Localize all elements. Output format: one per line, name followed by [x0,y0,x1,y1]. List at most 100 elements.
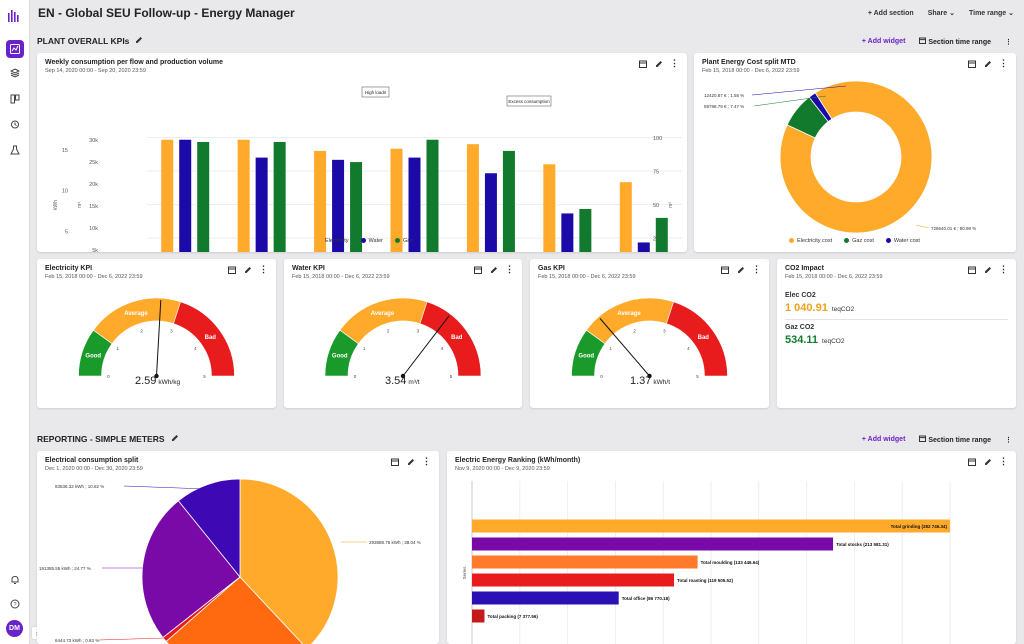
calendar-icon[interactable] [638,59,647,68]
calendar-icon[interactable] [967,457,976,466]
electrical-split-widget: Electrical consumption split Dec 1, 2020… [37,451,439,644]
add-section-button[interactable]: + Add section [867,9,914,17]
alarm-clock-nav-icon[interactable] [6,115,24,133]
add-widget-button[interactable]: + Add widget [861,38,906,45]
bar-water [179,139,192,252]
elec-co2-label: Elec CO2 [785,292,816,299]
edit-pencil-icon[interactable] [983,265,992,274]
chart-legend: Electricity Water Gaz [317,238,413,244]
edit-pencil-icon[interactable] [489,265,498,274]
edit-pencil-icon[interactable] [654,59,663,68]
bar-label: Total roasting (119 505.52) [677,578,733,583]
gauge-tick-label: 2 [140,328,143,333]
bar-electricity [466,144,479,252]
y-tick-label: 5 [65,229,68,235]
bar-electricity [237,139,250,252]
gauge-tick-label: 0 [107,374,110,379]
help-icon[interactable]: ? [6,595,24,613]
bar-gaz [273,141,286,252]
more-options-icon[interactable]: ⋮ [999,264,1008,274]
bar-label: Total moulding (133 446.64) [701,560,760,565]
more-options-icon[interactable]: ⋮ [999,456,1008,466]
more-options-icon[interactable]: ⋮ [505,264,514,274]
svg-text:?: ? [13,602,16,608]
edit-pencil-icon[interactable] [171,434,179,444]
edit-pencil-icon[interactable] [736,265,745,274]
flask-nav-icon[interactable] [6,141,24,159]
widget-date-range: Sep 14, 2020 00:00 - Sep 20, 2020 23:59 [45,68,146,74]
time-range-button[interactable]: Time range ⌄ [968,10,1014,17]
layers-nav-icon[interactable] [6,64,24,82]
ranking-bar [472,537,834,551]
bell-icon[interactable] [6,571,24,589]
widget-date-range: Feb 15, 2018 00:00 - Dec 6, 2022 23:59 [45,274,143,280]
widget-title: Electrical consumption split [45,457,139,464]
more-options-icon[interactable]: ⋮ [999,58,1008,68]
label-leader [753,95,827,107]
slice-label: 59788.79 € ; 7.47 % [704,104,744,109]
add-widget-button[interactable]: + Add widget [861,436,906,443]
gauge-band-label: Average [617,311,641,317]
y-axis-label: m³ [77,202,83,208]
more-options-icon[interactable]: ⋮ [1005,436,1012,444]
more-options-icon[interactable]: ⋮ [1005,38,1012,46]
calendar-icon [919,435,927,442]
more-options-icon[interactable]: ⋮ [752,264,761,274]
edit-pencil-icon[interactable] [135,36,143,46]
annotation-excess-consumption: Excess consumption [506,95,552,107]
top-bar: EN - Global SEU Follow-up - Energy Manag… [30,0,1024,28]
legend-electricity: Electricity [317,238,349,244]
gauge-band-label: Bad [205,335,217,341]
gaz-co2-value: 534.11 teqCO2 [785,334,845,346]
edit-pencil-icon[interactable] [983,457,992,466]
calendar-icon[interactable] [390,457,399,466]
calendar-icon[interactable] [720,265,729,274]
section-time-range-button[interactable]: Section time range [919,37,991,46]
calendar-icon[interactable] [967,59,976,68]
calendar-icon[interactable] [227,265,236,274]
section-time-range-button[interactable]: Section time range [919,435,991,444]
widget-title: Gas KPI [538,265,565,272]
gauge-tick-label: 4 [687,346,690,351]
weekly-consumption-widget: Weekly consumption per flow and producti… [37,53,687,252]
calendar-icon[interactable] [473,265,482,274]
edit-pencil-icon[interactable] [983,59,992,68]
gauge-band-average [339,297,428,345]
bar-electricity [314,150,327,252]
widget-title: Water KPI [292,265,325,272]
ranking-bar [472,609,485,623]
gauge-band-average [92,297,181,345]
bar-electricity [619,182,632,252]
logo-icon[interactable] [7,9,21,25]
bar-electricity [543,164,556,252]
y-tick-label: 10 [62,189,68,195]
more-options-icon[interactable]: ⋮ [259,264,268,274]
share-button[interactable]: Share ⌄ [927,10,955,17]
y-tick-label: 10k [89,226,98,232]
bar-water [255,157,268,252]
more-options-icon[interactable]: ⋮ [670,58,679,68]
gauge-tick-label: 0 [600,374,603,379]
gauge-tick-label: 3 [663,328,666,333]
gauge-tick-label: 1 [609,346,612,351]
user-avatar[interactable]: DM [6,620,23,637]
slice-label: 12420.87 € ; 1.55 % [704,93,744,98]
widget-date-range: Feb 15, 2018 00:00 - Dec 6, 2022 23:59 [785,274,883,280]
gaz-co2-label: Gaz CO2 [785,324,815,331]
bar-water [561,213,574,252]
edit-pencil-icon[interactable] [243,265,252,274]
gauge-tick-label: 3 [170,328,173,333]
y2-tick-label: 25 [653,237,659,243]
water-kpi-widget: Water KPI Feb 15, 2018 00:00 - Dec 6, 20… [284,259,522,408]
board-nav-icon[interactable] [6,90,24,108]
slice-label: 191385.55 kWh ; 24.77 % [39,566,91,571]
more-options-icon[interactable]: ⋮ [422,456,431,466]
gauge-band-bad [666,301,728,377]
y-tick-label: 25k [89,160,98,166]
dashboard-nav-icon[interactable] [6,40,24,58]
calendar-icon[interactable] [967,265,976,274]
bar-gaz [502,150,515,252]
widget-date-range: Feb 15, 2018 00:00 - Dec 6, 2022 23:59 [702,68,800,74]
gauge-value: 1.37 kWh/t [630,375,671,387]
edit-pencil-icon[interactable] [406,457,415,466]
